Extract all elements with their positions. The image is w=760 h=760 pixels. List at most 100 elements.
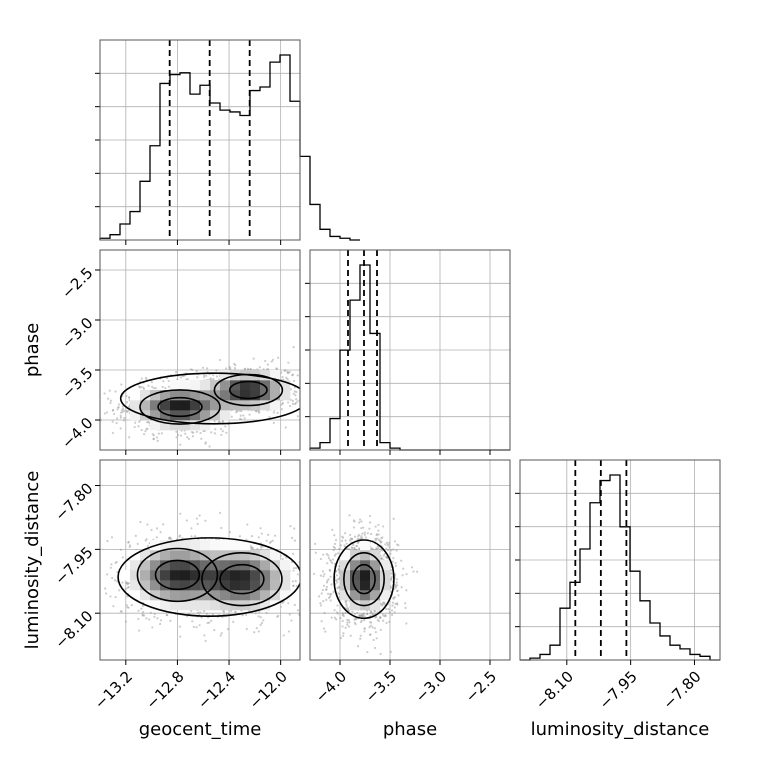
sample-point [295, 390, 298, 394]
sample-point [117, 403, 121, 406]
sample-point [224, 425, 227, 428]
sample-point [262, 619, 265, 622]
sample-point [395, 549, 398, 552]
2d-panel-phase-luminosity_distance [309, 459, 511, 661]
sample-point [190, 431, 194, 434]
sample-point [115, 421, 118, 425]
sample-point [242, 414, 245, 417]
sample-point [374, 616, 377, 619]
density-cell [150, 400, 161, 411]
sample-point [260, 548, 263, 551]
sample-point [381, 604, 384, 607]
sample-point [195, 517, 198, 520]
sample-point [165, 613, 168, 617]
sample-point [352, 526, 356, 529]
sample-point [198, 514, 201, 517]
sample-point [332, 549, 335, 552]
sample-point [356, 645, 360, 648]
sample-point [319, 557, 322, 561]
sample-point [120, 383, 123, 386]
sample-point [300, 372, 302, 374]
sample-point [370, 546, 373, 549]
density-cell [200, 590, 211, 601]
sample-point [204, 442, 207, 445]
density-cell [250, 590, 261, 601]
sample-point [279, 605, 282, 609]
density-cell [370, 560, 381, 571]
sample-point [195, 430, 199, 433]
contour-line [352, 563, 376, 595]
x-tick-label: −12.0 [246, 668, 291, 713]
sample-point [361, 532, 364, 535]
sample-point [312, 572, 316, 575]
sample-point [219, 428, 223, 431]
sample-point [175, 430, 178, 433]
density-cell [220, 400, 231, 411]
density-cell [160, 540, 171, 551]
density-cell [150, 420, 161, 431]
sample-point [229, 367, 232, 370]
density-cell [260, 570, 271, 581]
sample-point [385, 621, 388, 625]
sample-point [228, 531, 231, 534]
sample-point [337, 552, 340, 555]
sample-point [156, 617, 159, 620]
density-cell [190, 590, 201, 601]
density-cell [160, 400, 171, 411]
sample-point [112, 605, 115, 608]
sample-point [321, 570, 325, 573]
density-cell [380, 580, 391, 591]
sample-point [239, 414, 242, 417]
sample-point [221, 430, 224, 433]
sample-point [169, 619, 172, 623]
panel-frame [99, 39, 301, 241]
sample-point [280, 408, 283, 411]
sample-point [329, 599, 332, 602]
density-cell [340, 590, 351, 601]
sample-point [264, 359, 267, 363]
density-cell [170, 580, 181, 591]
density-cell [280, 570, 291, 581]
density-cell [190, 540, 201, 551]
sample-point [249, 368, 252, 371]
sample-point [176, 433, 180, 437]
sample-point [143, 614, 146, 617]
sample-point [191, 620, 194, 623]
density-cell [160, 590, 171, 601]
sample-point [377, 620, 380, 623]
density-cell [200, 380, 211, 391]
sample-point [382, 525, 385, 528]
sample-point [400, 586, 403, 589]
sample-point [109, 566, 112, 569]
sample-point [333, 616, 337, 619]
density-cell [180, 570, 191, 581]
sample-point [284, 426, 287, 429]
sample-point [390, 575, 394, 578]
sample-point [220, 632, 223, 635]
sample-point [259, 527, 262, 530]
sample-point [191, 435, 195, 438]
sample-point [325, 598, 328, 601]
sample-point [357, 614, 361, 617]
sample-point [125, 604, 128, 607]
density-cell [130, 580, 141, 591]
sample-point [259, 545, 263, 549]
sample-point [342, 632, 345, 635]
density-cell [340, 560, 351, 571]
panel-frame [309, 459, 511, 661]
density-cell [140, 390, 151, 401]
sample-point [145, 617, 148, 620]
sample-point [332, 590, 335, 594]
sample-point [196, 522, 199, 526]
sample-point [383, 603, 386, 606]
sample-point [259, 616, 262, 619]
sample-point [140, 607, 143, 610]
sample-point [383, 553, 386, 556]
y-tick-label: −7.95 [51, 543, 96, 588]
sample-point [178, 625, 182, 628]
sample-point [226, 628, 230, 631]
sample-point [375, 637, 378, 640]
sample-point [128, 436, 131, 439]
sample-point [382, 619, 385, 622]
sample-point [351, 547, 354, 550]
